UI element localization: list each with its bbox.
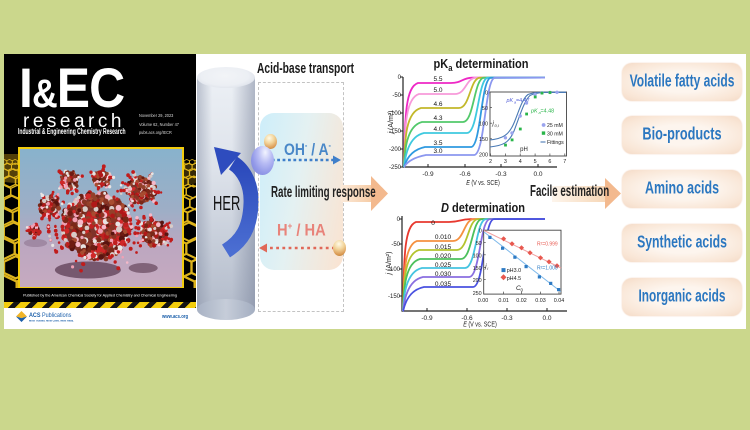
svg-text:pH: pH (520, 147, 528, 153)
svg-text:=4.47: =4.47 (516, 98, 530, 104)
svg-text:0: 0 (397, 217, 401, 223)
svg-text:5.0: 5.0 (433, 87, 442, 94)
svg-text:25 mM: 25 mM (547, 123, 563, 129)
svg-text:C: C (516, 285, 521, 292)
svg-text:-0.3: -0.3 (501, 315, 513, 322)
svg-text:4: 4 (519, 159, 522, 165)
svg-text:-100: -100 (389, 111, 402, 117)
svg-text:4.6: 4.6 (433, 101, 442, 108)
svg-text:0: 0 (521, 288, 524, 293)
svg-text:5.5: 5.5 (433, 76, 442, 83)
svg-text:0.010: 0.010 (435, 234, 452, 241)
svg-text:0.030: 0.030 (435, 271, 452, 278)
svg-text:0.035: 0.035 (435, 281, 452, 288)
svg-text:7: 7 (563, 159, 566, 165)
svg-text:4.3: 4.3 (433, 115, 442, 122)
svg-text:3.0: 3.0 (433, 148, 442, 155)
svg-text:200: 200 (479, 153, 488, 159)
svg-text:0.02: 0.02 (516, 298, 527, 304)
svg-text:50: 50 (482, 106, 488, 112)
svg-text:E (V vs. SCE): E (V vs. SCE) (463, 321, 497, 329)
svg-text:0.01: 0.01 (498, 298, 509, 304)
svg-text:=4.48: =4.48 (541, 109, 555, 115)
svg-text:100: 100 (479, 122, 488, 128)
svg-text:4.0: 4.0 (433, 126, 442, 133)
svg-text:250: 250 (473, 291, 482, 297)
svg-text:2: 2 (489, 159, 492, 165)
svg-text:0,l: 0,l (495, 123, 499, 128)
svg-text:0: 0 (485, 91, 488, 97)
svg-text:l: l (487, 266, 488, 271)
svg-text:3.5: 3.5 (433, 140, 442, 147)
svg-text:-150: -150 (388, 294, 401, 300)
svg-text:-0.6: -0.6 (461, 315, 473, 322)
svg-text:6: 6 (548, 159, 551, 165)
svg-text:0: 0 (479, 229, 482, 235)
svg-text:j: j (484, 263, 487, 270)
svg-text:-50: -50 (391, 242, 400, 248)
svg-text:-0.3: -0.3 (495, 171, 507, 178)
svg-text:100: 100 (473, 253, 482, 259)
svg-text:a: a (514, 100, 517, 105)
svg-text:0.020: 0.020 (435, 253, 452, 260)
svg-text:5: 5 (534, 159, 537, 165)
svg-text:0: 0 (431, 220, 435, 227)
svg-text:R²=1.000: R²=1.000 (537, 266, 558, 272)
svg-text:pK: pK (530, 109, 538, 115)
svg-text:pH3.0: pH3.0 (507, 268, 521, 274)
svg-text:0.025: 0.025 (435, 262, 452, 269)
svg-text:150: 150 (473, 266, 482, 272)
svg-text:j (A/m²): j (A/m²) (388, 111, 395, 135)
svg-text:-200: -200 (389, 147, 402, 153)
svg-text:a: a (539, 110, 542, 115)
svg-text:pKa determination: pKa determination (434, 56, 529, 73)
svg-text:pH4.5: pH4.5 (507, 276, 521, 282)
svg-text:j (A/m²): j (A/m²) (386, 252, 393, 276)
svg-text:30 mM: 30 mM (547, 132, 563, 138)
svg-text:-50: -50 (392, 93, 401, 99)
svg-text:Fittings: Fittings (547, 140, 564, 146)
svg-text:0.015: 0.015 (435, 244, 452, 251)
svg-text:0.0: 0.0 (533, 171, 542, 178)
svg-text:-0.9: -0.9 (422, 171, 434, 178)
svg-text:-100: -100 (388, 267, 401, 273)
svg-text:0.0: 0.0 (542, 315, 551, 322)
svg-text:-0.6: -0.6 (459, 171, 471, 178)
svg-text:3: 3 (504, 159, 507, 165)
svg-text:200: 200 (473, 278, 482, 284)
svg-text:-250: -250 (389, 165, 402, 171)
svg-text:150: 150 (479, 137, 488, 143)
svg-text:50: 50 (476, 241, 482, 247)
svg-text:j: j (492, 120, 495, 127)
svg-text:pK: pK (506, 98, 514, 104)
svg-text:0: 0 (398, 75, 402, 81)
svg-text:0.04: 0.04 (554, 298, 565, 304)
svg-text:D determination: D determination (441, 200, 525, 215)
svg-text:0.03: 0.03 (535, 298, 546, 304)
svg-text:R²=0.999: R²=0.999 (537, 242, 558, 248)
svg-text:-0.9: -0.9 (421, 315, 433, 322)
svg-text:-150: -150 (389, 129, 402, 135)
svg-text:0.00: 0.00 (478, 298, 489, 304)
svg-text:E (V vs. SCE): E (V vs. SCE) (466, 179, 500, 187)
